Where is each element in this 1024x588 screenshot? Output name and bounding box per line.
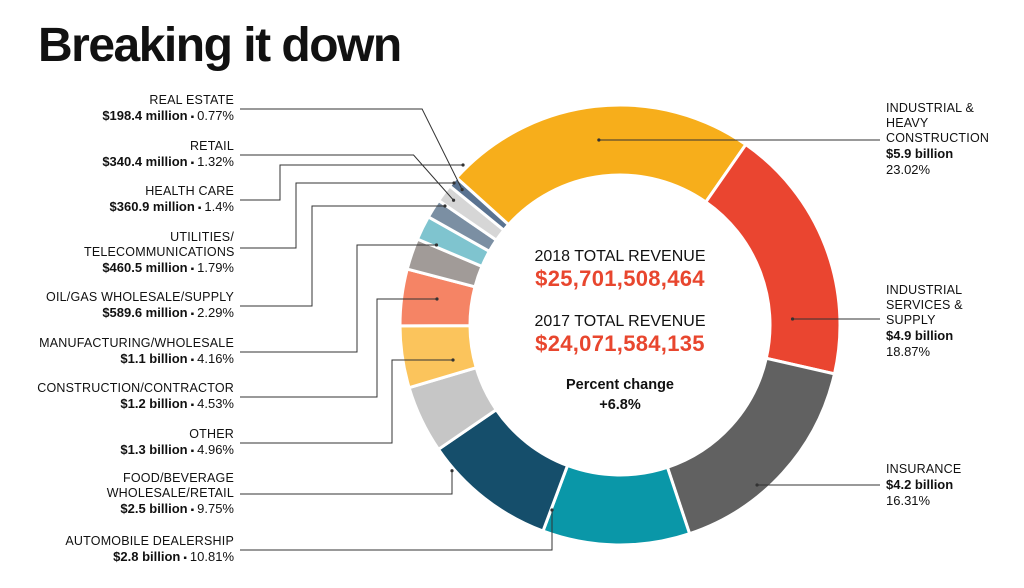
separator-icon: ▪ (197, 203, 202, 214)
category-amount: $2.5 billion (120, 501, 188, 516)
category-percent: 18.87% (886, 344, 931, 359)
leader-dot-11 (451, 198, 456, 202)
leader-dot-12 (460, 188, 464, 192)
leader-dot-0 (597, 138, 601, 142)
category-name: CONSTRUCTION/CONTRACTOR (37, 381, 234, 395)
category-amount: $340.4 million (102, 154, 188, 169)
separator-icon: ▪ (190, 158, 195, 169)
leader-line-11 (240, 154, 454, 201)
leader-dot-6 (435, 297, 439, 301)
donut-slice-0 (454, 103, 748, 227)
donut-slice-3 (541, 463, 692, 547)
leader-dot-4 (450, 469, 454, 473)
category-name: INSURANCE (886, 462, 962, 476)
category-amount: $4.9 billion (886, 328, 954, 343)
category-amount: $2.8 billion (113, 549, 181, 564)
category-amount: $1.2 billion (120, 396, 188, 411)
leader-line-8 (240, 205, 445, 307)
category-name: UTILITIES/ TELECOMMUNICATIONS (84, 230, 235, 259)
label-automobile-dealership: AUTOMOBILE DEALERSHIP $2.8 billion ▪ 10.81% (65, 534, 234, 566)
separator-icon: ▪ (190, 264, 195, 275)
leader-dot-8 (443, 204, 447, 208)
category-percent: 9.75% (197, 501, 234, 516)
leader-dot-2 (755, 483, 759, 487)
category-percent: 0.77% (197, 108, 234, 123)
category-percent: 10.81% (189, 549, 234, 564)
label-insurance: INSURANCE $4.2 billion 16.31% (886, 462, 961, 508)
rev2017-label: 2017 TOTAL REVENUE (534, 313, 706, 330)
category-amount: $460.5 million (102, 260, 188, 275)
leader-line-9 (240, 182, 455, 249)
category-name: AUTOMOBILE DEALERSHIP (65, 534, 234, 548)
category-amount: $198.4 million (102, 108, 188, 123)
category-amount: $1.1 billion (120, 351, 188, 366)
separator-icon: ▪ (190, 355, 195, 366)
category-name: FOOD/BEVERAGE WHOLESALE/RETAIL (106, 471, 234, 500)
separator-icon: ▪ (183, 553, 187, 564)
leader-line-7 (240, 244, 437, 353)
leader-line-12 (240, 108, 463, 190)
category-amount: $360.9 million (109, 199, 195, 214)
percent-change-label: Percent change (566, 377, 674, 393)
category-amount: $4.2 billion (886, 477, 954, 492)
label-real-estate: REAL ESTATE $198.4 million ▪ 0.77% (102, 93, 234, 125)
separator-icon: ▪ (190, 505, 195, 516)
category-name: INDUSTRIAL SERVICES & SUPPLY (886, 283, 963, 327)
category-percent: 4.16% (197, 351, 234, 366)
separator-icon: ▪ (190, 446, 195, 457)
category-percent: 4.96% (197, 442, 234, 457)
category-percent: 1.32% (197, 154, 234, 169)
category-percent: 23.02% (886, 162, 931, 177)
leader-dot-7 (434, 243, 439, 247)
rev2018-label: 2018 TOTAL REVENUE (534, 248, 706, 265)
leader-line-5 (240, 359, 453, 444)
label-manufacturing-wholesale: MANUFACTURING/WHOLESALE $1.1 billion ▪ 4.16… (39, 336, 234, 368)
category-amount: $589.6 million (102, 305, 188, 320)
category-name: HEALTH CARE (145, 184, 234, 198)
category-percent: 16.31% (886, 493, 931, 508)
leader-dot-3 (550, 508, 554, 512)
leader-dot-5 (451, 358, 455, 362)
category-amount: $1.3 billion (120, 442, 188, 457)
label-construction-contractor: CONSTRUCTION/CONTRACTOR $1.2 billion ▪ 4.53… (37, 381, 234, 413)
percent-change-value: +6.8% (599, 397, 641, 413)
category-percent: 1.79% (197, 260, 234, 275)
label-health-care: HEALTH CARE $360.9 million ▪ 1.4% (110, 184, 234, 216)
separator-icon: ▪ (190, 112, 195, 123)
category-name: INDUSTRIAL & HEAVY CONSTRUCTION (886, 101, 990, 145)
label-utilities-telecommunications: UTILITIES/ TELECOMMUNICATIONS $460.5 mill… (84, 230, 234, 277)
donut-slice-1 (703, 142, 842, 376)
category-name: OIL/GAS WHOLESALE/SUPPLY (46, 290, 234, 304)
label-food-beverage-wholesale-retail: FOOD/BEVERAGE WHOLESALE/RETAIL $2.5 billi… (104, 471, 234, 518)
leader-dot-9 (452, 181, 456, 185)
category-amount: $5.9 billion (886, 146, 954, 161)
category-percent: 4.53% (197, 396, 234, 411)
leader-dot-10 (461, 163, 465, 167)
leader-line-10 (240, 164, 464, 201)
leader-dot-1 (790, 317, 795, 321)
label-other: OTHER $1.3 billion ▪ 4.96% (120, 427, 234, 459)
category-name: RETAIL (189, 139, 234, 153)
rev2018-value: $25,701,508,464 (535, 266, 705, 291)
leader-line-4 (240, 470, 453, 495)
separator-icon: ▪ (190, 309, 195, 320)
leader-line-6 (240, 298, 437, 398)
label-industrial-services-supply: INDUSTRIAL SERVICES & SUPPLY $4.9 billion… (886, 283, 971, 359)
label-industrial-heavy-construction: INDUSTRIAL & HEAVY CONSTRUCTION $5.9 bill… (886, 101, 991, 177)
category-name: OTHER (189, 427, 234, 441)
label-retail: RETAIL $340.4 million ▪ 1.32% (102, 139, 234, 171)
rev2017-value: $24,071,584,135 (535, 331, 705, 356)
category-percent: 2.29% (197, 305, 234, 320)
category-name: REAL ESTATE (149, 93, 234, 107)
leader-line-3 (240, 509, 553, 551)
category-name: MANUFACTURING/WHOLESALE (39, 336, 234, 350)
category-percent: 1.4% (204, 199, 234, 214)
page-title: Breaking it down (38, 19, 402, 72)
separator-icon: ▪ (190, 400, 195, 411)
label-oil-gas-wholesale-supply: OIL/GAS WHOLESALE/SUPPLY $589.6 million ▪ 2… (46, 290, 234, 322)
